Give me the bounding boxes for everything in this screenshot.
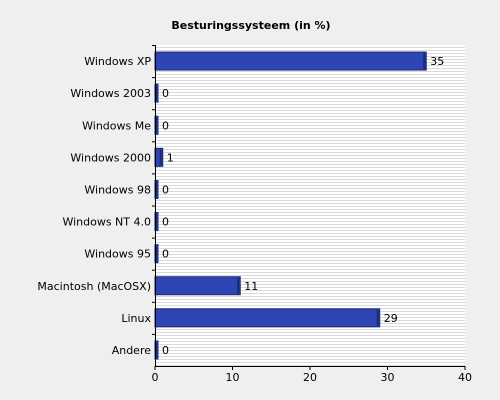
value-label: 0: [162, 248, 169, 261]
x-tick-label: 0: [152, 371, 159, 384]
value-label: 0: [162, 216, 169, 229]
grid-lines: [155, 47, 465, 366]
value-label: 0: [162, 87, 169, 100]
bar-edge-shadow: [237, 277, 240, 294]
value-label: 0: [162, 183, 169, 196]
value-label: 29: [384, 312, 398, 325]
bar-edge-shadow: [376, 309, 379, 326]
value-label: 0: [162, 119, 169, 132]
value-label: 11: [244, 280, 258, 293]
x-tick-label: 20: [303, 371, 317, 384]
x-tick-label: 40: [458, 371, 472, 384]
value-label: 35: [430, 55, 444, 68]
category-label: Windows 95: [84, 248, 151, 261]
bar: [154, 276, 241, 296]
value-label: 1: [167, 151, 174, 164]
category-label: Windows NT 4.0: [62, 216, 151, 229]
category-label: Windows XP: [84, 55, 151, 68]
bar-edge-shadow: [423, 53, 426, 70]
category-label: Linux: [121, 312, 151, 325]
category-label: Windows 2000: [70, 151, 151, 164]
category-label: Windows 98: [84, 183, 151, 196]
category-label: Andere: [112, 344, 152, 357]
category-label: Windows Me: [82, 119, 151, 132]
axes: Windows XP 35 Windows 2003 0 Windows Me 0 Wind…: [37, 45, 472, 384]
x-tick-label: 10: [226, 371, 240, 384]
category-label: Macintosh (MacOSX): [37, 280, 151, 293]
bar: [154, 51, 427, 71]
bar: [154, 308, 381, 328]
value-label: 0: [162, 344, 169, 357]
bar-edge-shadow: [159, 149, 162, 166]
x-tick-label: 30: [381, 371, 395, 384]
category-label: Windows 2003: [70, 87, 151, 100]
chart-title: Besturingssysteem (in %): [171, 19, 330, 32]
